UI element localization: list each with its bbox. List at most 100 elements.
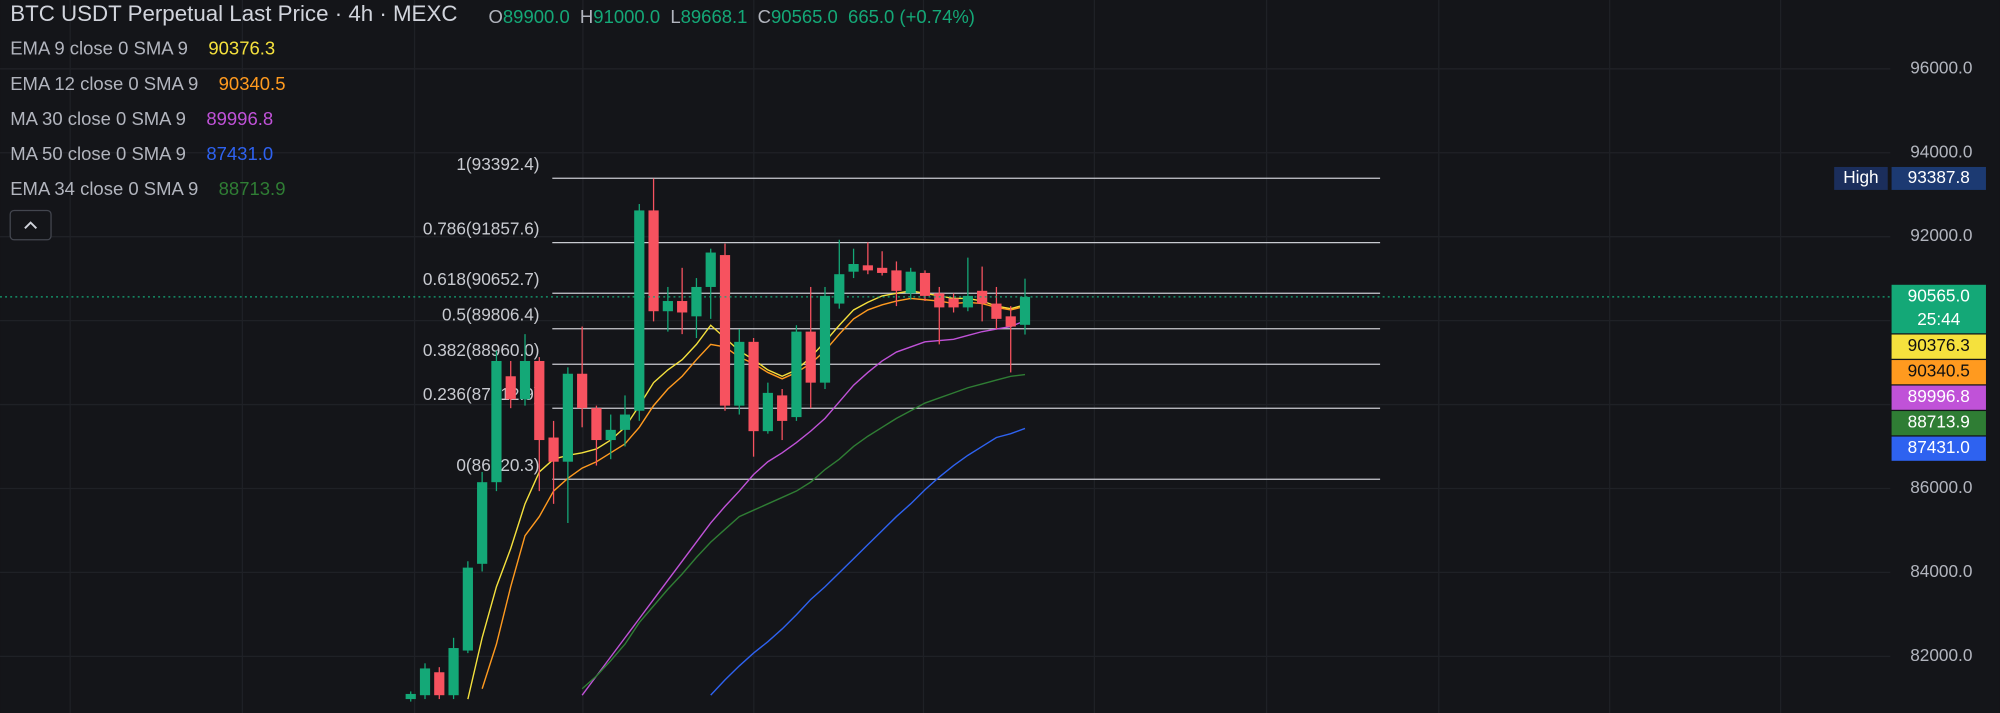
price-change: 665.0 (+0.74%) — [848, 6, 975, 27]
candle-body — [705, 252, 716, 287]
last-price-tag — [1891, 284, 1986, 334]
ohlc-key: C — [758, 6, 771, 27]
candle-body — [805, 331, 816, 383]
chevron-up-icon — [24, 221, 38, 229]
candle-body — [905, 271, 916, 294]
chart-title: BTC USDT Perpetual Last Price · 4h · MEX… — [10, 1, 457, 26]
y-tick-label: 84000.0 — [1910, 561, 1972, 581]
countdown-label: 25:44 — [1917, 309, 1960, 329]
price-axis: 82000.084000.086000.088000.090000.092000… — [0, 57, 1986, 665]
fib-level-label: 0.786(91857.6) — [423, 218, 540, 238]
candle-body — [948, 298, 959, 308]
indicator-legend: EMA 12 close 0 SMA 9 90340.5 — [10, 73, 285, 94]
indicator-price-tag — [1891, 411, 1986, 436]
candle-body — [734, 341, 745, 406]
indicator-value: 90376.3 — [208, 38, 275, 59]
fib-level-label: 0.618(90652.7) — [423, 269, 540, 289]
high-label: High — [1843, 167, 1878, 187]
ohlc-key: L — [670, 6, 680, 27]
y-tick-label: 94000.0 — [1910, 141, 1972, 161]
candle-body — [777, 395, 788, 421]
time-grid — [69, 0, 1782, 713]
y-tick-label: 92000.0 — [1910, 225, 1972, 245]
indicator-value: 90340.5 — [219, 73, 286, 94]
indicator-value: 87431.0 — [206, 143, 273, 164]
price-grid — [0, 68, 1891, 657]
fib-level-label: 0.5(89806.4) — [442, 305, 540, 325]
candle-body — [619, 414, 631, 430]
high-value: 93387.8 — [1908, 167, 1970, 187]
candle-body — [419, 668, 431, 696]
candle-body — [534, 360, 545, 441]
candle-body — [605, 429, 616, 441]
button-frame[interactable] — [9, 209, 52, 241]
candle-body — [891, 270, 902, 291]
last-price-label: 90565.0 — [1908, 285, 1970, 305]
candle-body — [462, 567, 473, 651]
candle-body — [634, 210, 645, 411]
candle-body — [448, 648, 459, 696]
y-tick-label: 86000.0 — [1910, 477, 1972, 497]
indicator-name: EMA 34 close 0 SMA 9 — [10, 178, 198, 199]
indicator-price-label: 87431.0 — [1908, 437, 1970, 457]
high-label-box — [1834, 166, 1888, 190]
indicator-price-label: 90376.3 — [1908, 335, 1970, 355]
candle-body — [762, 392, 773, 432]
candle-body — [1019, 296, 1031, 325]
indicator-price-label: 89996.8 — [1908, 386, 1970, 406]
candle-body — [434, 672, 445, 696]
candle-body — [919, 272, 931, 296]
fib-level-label: 0.382(88960.0) — [423, 340, 540, 360]
indicator-legend: EMA 34 close 0 SMA 9 88713.9 — [10, 178, 285, 199]
candle-body — [848, 264, 859, 272]
ohlc-legend: O89900.0 H91000.0 L89668.1 C90565.0 665.0 (+… — [489, 6, 975, 27]
indicator-price-tag — [1891, 436, 1986, 461]
ohlc-key: H — [580, 6, 593, 27]
ohlc-value: 89668.1 — [681, 6, 748, 27]
candle-body — [677, 301, 688, 313]
candle-body — [591, 408, 602, 441]
candle-body — [991, 303, 1002, 319]
indicator-price-label: 90340.5 — [1908, 361, 1970, 381]
collapse-button[interactable] — [9, 209, 52, 241]
fib-retracement: 1(93392.4) 0.786(91857.6) 0.618(90652.7) 0.… — [423, 154, 1381, 480]
indicator-price-tag — [1891, 334, 1986, 359]
ohlc-key: O — [489, 6, 503, 27]
indicator-name: MA 50 close 0 SMA 9 — [10, 143, 186, 164]
indicator-price-tag — [1891, 360, 1986, 385]
y-tick-label: 82000.0 — [1910, 645, 1972, 665]
candle-body — [562, 373, 573, 462]
indicator-name: EMA 9 close 0 SMA 9 — [10, 38, 188, 59]
candle-body — [691, 286, 702, 317]
indicator-legend: EMA 9 close 0 SMA 9 90376.3 — [10, 38, 275, 59]
moving-average-line — [710, 427, 1026, 696]
candle-body — [405, 693, 416, 700]
indicator-value: 89996.8 — [206, 108, 273, 129]
candle-body — [1005, 316, 1016, 327]
candle-body — [877, 267, 888, 273]
candle-body — [577, 373, 588, 409]
moving-average-line — [467, 290, 1026, 700]
indicator-value: 88713.9 — [219, 178, 286, 199]
candle-body — [834, 274, 845, 304]
candle-body — [719, 255, 731, 406]
indicator-legend: MA 30 close 0 SMA 9 89996.8 — [10, 108, 273, 129]
candle-body — [791, 331, 802, 418]
candle-body — [505, 376, 516, 400]
candle-body — [648, 210, 659, 312]
candles — [405, 178, 1031, 702]
candle-body — [819, 295, 831, 383]
y-tick-label: 96000.0 — [1910, 57, 1972, 77]
indicator-legend: MA 50 close 0 SMA 9 87431.0 — [10, 143, 273, 164]
indicator-price-tag — [1891, 385, 1986, 410]
ohlc-value: 91000.0 — [593, 6, 660, 27]
indicator-name: MA 30 close 0 SMA 9 — [10, 108, 186, 129]
ohlc-value: 89900.0 — [503, 6, 570, 27]
moving-average-line — [581, 320, 1026, 696]
candle-body — [662, 301, 673, 312]
candle-body — [477, 482, 488, 564]
candle-body — [977, 290, 988, 304]
